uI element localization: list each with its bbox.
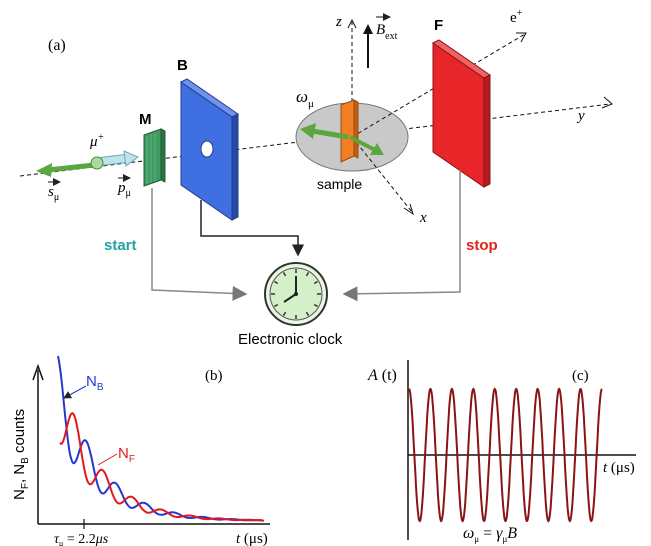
spin-label: sμ	[48, 184, 59, 203]
stop-wire	[342, 170, 461, 302]
backward-detector-B	[180, 78, 239, 221]
n-b-pointer	[63, 385, 87, 399]
detector-M-label: M	[139, 111, 152, 128]
omega-label: ωμ	[296, 87, 314, 110]
y-axis-arrowhead	[601, 96, 613, 109]
b-detector-wire	[200, 200, 304, 257]
bext-label: Bext	[376, 22, 398, 42]
sample-label: sample	[317, 176, 362, 192]
detector-B-label: B	[177, 57, 188, 74]
forward-detector-F	[432, 39, 491, 188]
momentum-label: pμ	[117, 180, 131, 199]
sample-plate	[340, 99, 359, 163]
z-axis-label: z	[335, 14, 342, 30]
n-b-label: NB	[86, 373, 104, 393]
z-axis-arrowhead	[347, 18, 357, 29]
bext-arrowhead	[363, 24, 373, 34]
precessing-spin-tail	[349, 135, 376, 152]
tau-label: τμ = 2.2μs	[54, 532, 109, 546]
precession-equation: ωμ = γμB	[463, 525, 517, 544]
precessing-spin-arrowhead	[300, 123, 316, 139]
n-f-curve	[59, 412, 264, 522]
precessing-spin-arrow	[311, 128, 349, 140]
b-x-axis-label: t (μs)	[236, 531, 268, 546]
clock-label: Electronic clock	[238, 331, 343, 348]
n-f-label: NF	[118, 445, 135, 465]
precessing-spin-tail-head	[370, 143, 384, 155]
x-axis-arrowhead	[403, 203, 414, 216]
spin-arrow	[47, 162, 95, 173]
detector-F-label: F	[434, 17, 443, 34]
spin-arrowhead	[36, 163, 52, 177]
clock-icon	[264, 262, 328, 326]
stop-label: stop	[466, 237, 498, 254]
momentum-arrowhead	[123, 150, 139, 167]
c-x-axis-label: t (μs)	[603, 460, 635, 476]
muon-detector-M	[143, 128, 166, 187]
panel-b-label: (b)	[205, 368, 223, 384]
c-y-axis-label: A (t)	[367, 367, 397, 384]
b-y-axis-arrow	[32, 363, 44, 381]
start-wire	[151, 188, 248, 301]
b-y-axis-label: NF, NB counts	[11, 409, 31, 500]
positron-label: e+	[510, 8, 523, 26]
panel-c-label: (c)	[572, 368, 589, 384]
asymmetry-curve	[408, 387, 603, 523]
y-axis-label: y	[576, 108, 585, 124]
x-axis-label: x	[419, 210, 427, 226]
momentum-arrow	[99, 153, 127, 167]
n-f-pointer	[97, 453, 118, 466]
panel-a-label: (a)	[48, 37, 66, 54]
muon-label: μ+	[89, 132, 104, 150]
positron-arrowhead	[516, 32, 527, 43]
start-label: start	[104, 237, 137, 254]
muon-particle	[90, 156, 104, 170]
x-axis-line	[351, 136, 413, 213]
